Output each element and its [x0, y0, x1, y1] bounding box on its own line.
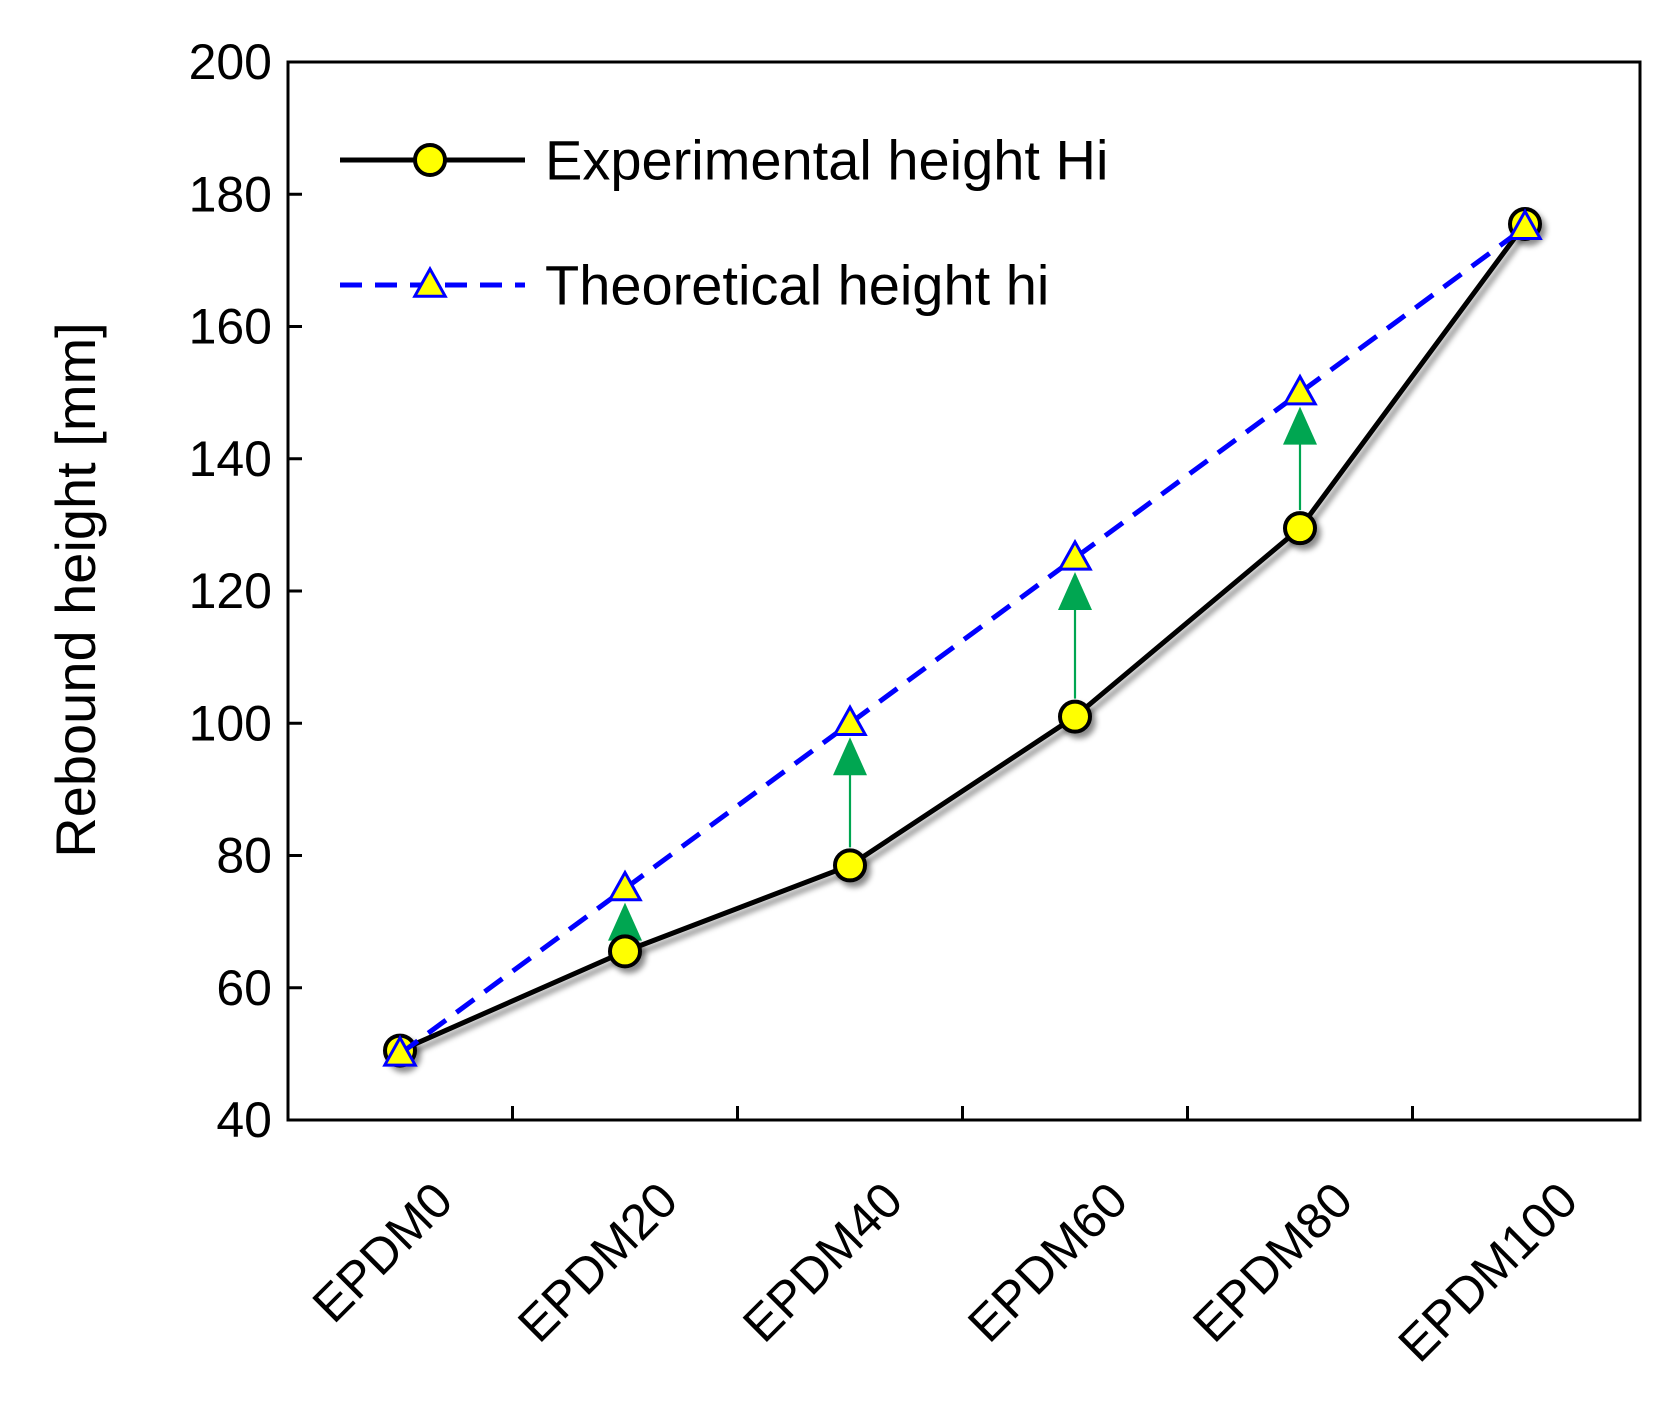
x-tick-label: EPDM40 — [732, 1172, 913, 1353]
y-tick-label: 200 — [189, 34, 272, 90]
x-tick-label: EPDM20 — [507, 1172, 688, 1353]
difference-arrow-epdm40 — [833, 737, 867, 848]
data-point — [1507, 208, 1543, 241]
data-point — [1058, 699, 1092, 734]
plot-frame — [286, 60, 1642, 1122]
y-tick-label: 40 — [216, 1092, 272, 1148]
difference-arrow-epdm60 — [1058, 571, 1092, 699]
x-tick-label: EPDM80 — [1182, 1172, 1363, 1353]
y-tick-label: 140 — [189, 431, 272, 487]
legend: Experimental height Hi Theoretical height… — [340, 129, 1108, 317]
legend-item: Experimental height Hi — [340, 129, 1108, 192]
legend-label: Experimental height Hi — [545, 129, 1108, 192]
series-theoretical — [382, 208, 1543, 1067]
series-layer — [382, 207, 1543, 1068]
data-point — [608, 934, 642, 969]
data-point — [607, 869, 643, 902]
arrow-head — [608, 902, 642, 941]
legend-label: Theoretical height hi — [545, 254, 1049, 317]
difference-arrow-epdm80 — [1283, 406, 1317, 511]
y-tick-label: 80 — [216, 828, 272, 884]
data-point — [1283, 511, 1317, 546]
y-axis-label: Rebound height [mm] — [44, 322, 107, 857]
y-tick-label: 100 — [189, 695, 272, 751]
legend-marker — [413, 143, 447, 177]
y-axis: 40 60 80 100 120 140 160 180 200 — [189, 34, 302, 1148]
y-tick-label: 160 — [189, 299, 272, 355]
x-axis: EPDM0 EPDM20 EPDM40 EPDM60 EPDM80 EPDM100 — [302, 1106, 1588, 1372]
data-point — [1057, 538, 1093, 571]
y-tick-label: 120 — [189, 563, 272, 619]
difference-arrows — [608, 406, 1317, 941]
x-tick-label: EPDM100 — [1387, 1172, 1588, 1373]
y-tick-label: 60 — [216, 960, 272, 1016]
data-point — [382, 1034, 418, 1067]
data-point — [1282, 373, 1318, 406]
arrow-head — [1058, 571, 1092, 610]
legend-marker — [412, 265, 448, 298]
legend-item: Theoretical height hi — [340, 254, 1049, 317]
arrow-head — [1283, 406, 1317, 445]
x-tick-label: EPDM60 — [957, 1172, 1138, 1353]
series-line — [398, 225, 1527, 1056]
arrow-head — [833, 737, 867, 776]
x-tick-label: EPDM0 — [302, 1172, 463, 1333]
y-tick-label: 180 — [189, 166, 272, 222]
series-line — [398, 222, 1528, 1053]
data-point — [832, 704, 868, 736]
data-point — [833, 848, 867, 883]
